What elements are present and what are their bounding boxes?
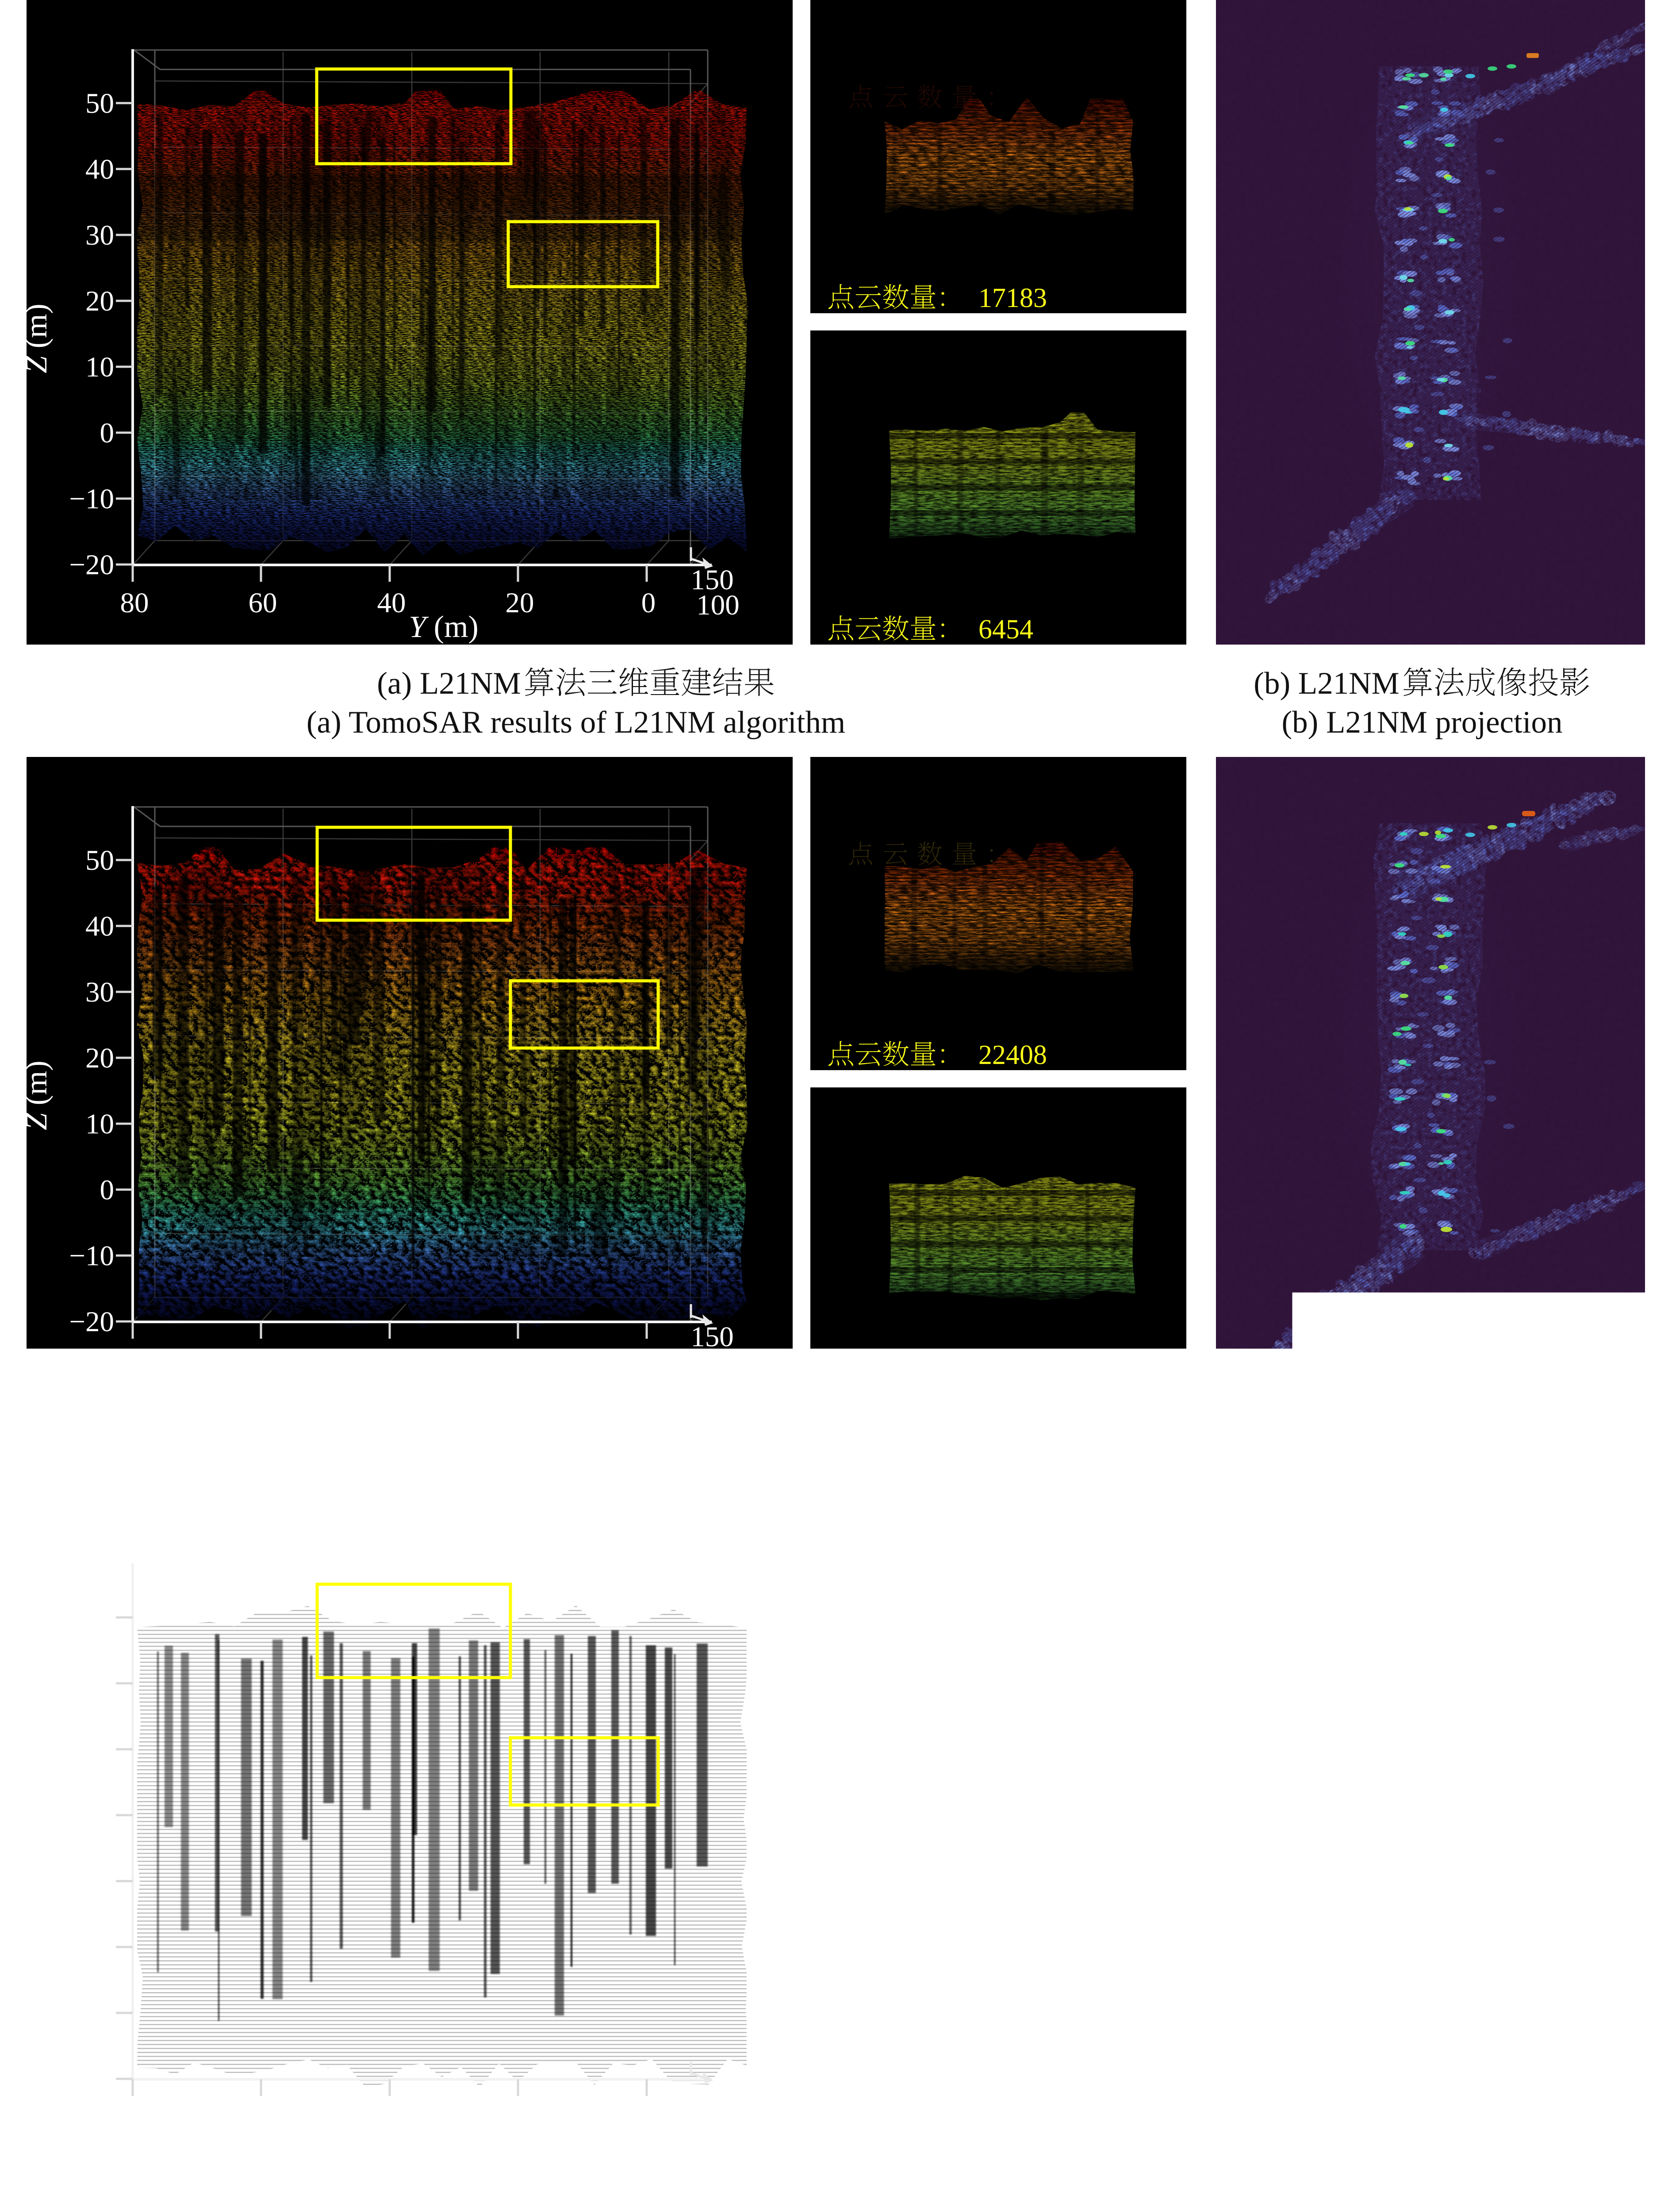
svg-text:50: 50 (85, 845, 114, 876)
svg-text:(a) L21NM: (a) L21NM (377, 666, 521, 701)
svg-text:−10: −10 (69, 1997, 114, 2029)
svg-text:(c) ANM: (c) ANM (391, 1423, 507, 1458)
svg-text:80: 80 (120, 2101, 149, 2133)
svg-text:Z (m): Z (m) (19, 1060, 54, 1130)
svg-text:(d) ANM projection: (d) ANM projection (1296, 1462, 1548, 1497)
svg-text:−10: −10 (69, 1240, 114, 1272)
svg-text:10: 10 (85, 351, 114, 383)
svg-text:(a) TomoSAR results of L21NM a: (a) TomoSAR results of L21NM algorithm (307, 705, 845, 740)
svg-text:80: 80 (120, 587, 149, 619)
svg-text:40: 40 (377, 587, 406, 619)
svg-text:50: 50 (85, 1602, 114, 1634)
svg-text:10: 10 (85, 1108, 114, 1140)
svg-text:20: 20 (85, 285, 114, 317)
svg-text:Y (m): Y (m) (409, 1367, 479, 1401)
svg-text:40: 40 (377, 2101, 406, 2133)
svg-text:100: 100 (696, 1346, 740, 1378)
svg-text:0: 0 (100, 1174, 115, 1206)
svg-text:10: 10 (85, 1866, 114, 1897)
svg-text:Y (m): Y (m) (409, 610, 479, 644)
svg-text:40: 40 (85, 910, 114, 942)
svg-text:(d) ANM: (d) ANM (1268, 1423, 1385, 1458)
svg-text:20: 20 (85, 1042, 114, 1074)
svg-text:Y (m): Y (m) (409, 2124, 479, 2158)
svg-text:40: 40 (85, 1668, 114, 1700)
svg-text:−10: −10 (69, 483, 114, 515)
svg-text:0: 0 (100, 417, 115, 449)
svg-text:23003: 23003 (978, 1797, 1047, 1828)
svg-text:50: 50 (85, 88, 114, 119)
svg-text:0: 0 (641, 2101, 656, 2133)
svg-text:20: 20 (506, 2101, 534, 2133)
svg-text:(b) L21NM projection: (b) L21NM projection (1282, 705, 1563, 740)
svg-text:30: 30 (85, 1734, 114, 1766)
svg-text:−20: −20 (69, 1306, 114, 1338)
svg-text:(e) HLPGD: (e) HLPGD (375, 2181, 522, 2212)
svg-text:30: 30 (85, 219, 114, 251)
svg-text:40: 40 (377, 1344, 406, 1376)
svg-text:20: 20 (506, 587, 534, 619)
svg-text:(f) HLPGD: (f) HLPGD (1254, 2181, 1398, 2212)
svg-text:40: 40 (85, 154, 114, 185)
svg-text:17183: 17183 (978, 283, 1047, 313)
svg-text:0: 0 (641, 587, 656, 619)
svg-text:30: 30 (85, 976, 114, 1008)
svg-text:60: 60 (249, 1344, 277, 1376)
svg-text:0: 0 (641, 1344, 656, 1376)
svg-text:6454: 6454 (978, 614, 1033, 645)
svg-text:20: 20 (85, 1800, 114, 1832)
svg-text:6720: 6720 (978, 1371, 1033, 1402)
svg-text:60: 60 (249, 587, 277, 619)
svg-text:(c) TomoSAR results of ANM alg: (c) TomoSAR results of ANM algorithm (321, 1462, 830, 1497)
svg-text:60: 60 (249, 2101, 277, 2133)
svg-text:Z (m): Z (m) (19, 303, 54, 373)
svg-text:−20: −20 (69, 2063, 114, 2095)
svg-text:100: 100 (696, 589, 740, 621)
svg-text:20: 20 (506, 1344, 534, 1376)
svg-text:−20: −20 (69, 549, 114, 581)
svg-text:100: 100 (696, 2104, 740, 2135)
svg-text:6816: 6816 (978, 2129, 1033, 2159)
svg-text:(b) L21NM: (b) L21NM (1254, 666, 1399, 701)
svg-text:0: 0 (100, 1932, 115, 1963)
svg-text:80: 80 (120, 1344, 149, 1376)
svg-text:Z (m): Z (m) (19, 1818, 54, 1888)
svg-text:22408: 22408 (978, 1040, 1047, 1070)
